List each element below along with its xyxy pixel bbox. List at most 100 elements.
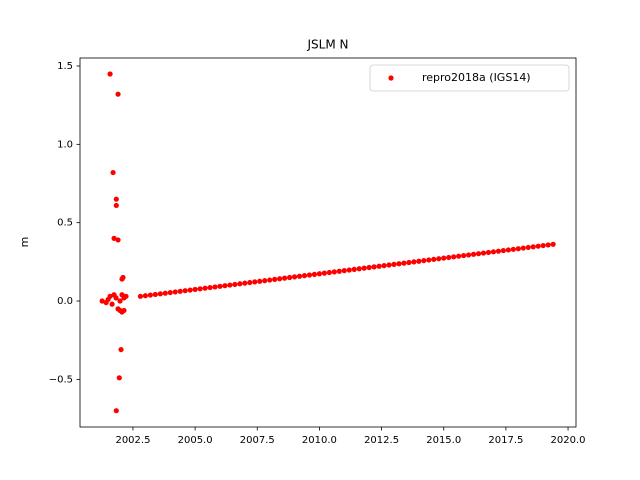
point xyxy=(172,289,178,295)
point xyxy=(118,346,124,353)
point xyxy=(540,242,546,249)
x-tick-label: 2012.5 xyxy=(364,435,399,446)
y-tick-label: 1.0 xyxy=(57,139,73,150)
point xyxy=(421,257,427,264)
point xyxy=(321,270,327,276)
point xyxy=(301,273,308,279)
point xyxy=(113,295,119,301)
point xyxy=(247,279,253,286)
point xyxy=(117,298,123,304)
point xyxy=(142,293,148,299)
point xyxy=(456,253,462,259)
point xyxy=(99,298,105,304)
point xyxy=(530,244,536,250)
x-tick-label: 2007.5 xyxy=(240,435,275,446)
y-tick-label: −0.5 xyxy=(49,374,73,385)
point xyxy=(286,274,293,281)
point xyxy=(120,274,126,281)
point xyxy=(550,241,556,247)
point xyxy=(232,281,238,288)
point xyxy=(197,286,203,292)
point xyxy=(291,274,298,280)
point xyxy=(436,256,442,262)
chart-title: JSLM N xyxy=(307,38,349,52)
point xyxy=(316,271,323,277)
point xyxy=(115,91,121,97)
point xyxy=(227,282,233,288)
point xyxy=(272,276,278,282)
point xyxy=(406,259,412,266)
point xyxy=(113,196,119,202)
point xyxy=(490,249,497,255)
point xyxy=(113,202,119,209)
point xyxy=(109,301,115,307)
point xyxy=(356,266,362,272)
point xyxy=(336,268,342,274)
point xyxy=(525,244,531,251)
point xyxy=(485,249,492,256)
legend-label: repro2018a (IGS14) xyxy=(422,71,531,84)
point xyxy=(107,293,113,299)
point xyxy=(110,169,116,176)
y-tick-label: 0.0 xyxy=(57,296,73,307)
point xyxy=(311,271,318,277)
point xyxy=(152,291,158,298)
y-axis-label: m xyxy=(18,237,31,248)
point xyxy=(346,267,352,273)
point xyxy=(267,277,273,283)
point xyxy=(192,286,198,293)
point xyxy=(371,264,377,270)
point xyxy=(116,375,122,381)
point xyxy=(351,266,357,272)
point xyxy=(441,255,447,261)
point xyxy=(242,280,248,286)
point xyxy=(202,285,208,291)
point xyxy=(411,259,417,265)
x-tick-label: 2010.0 xyxy=(302,435,337,446)
point xyxy=(461,252,467,259)
point xyxy=(277,276,283,282)
point xyxy=(505,247,511,253)
point xyxy=(426,257,432,263)
x-tick-label: 2005.0 xyxy=(178,435,213,446)
point xyxy=(257,278,263,284)
x-tick-label: 2002.5 xyxy=(115,435,150,446)
point xyxy=(510,246,516,252)
point xyxy=(115,237,121,243)
point xyxy=(341,268,347,274)
point xyxy=(396,261,402,267)
point xyxy=(182,288,188,294)
y-tick-label: 0.5 xyxy=(57,218,73,229)
point xyxy=(157,291,163,297)
point xyxy=(237,281,243,287)
point xyxy=(401,260,407,266)
point xyxy=(207,284,213,291)
point xyxy=(252,279,258,285)
point xyxy=(446,254,452,261)
point xyxy=(217,283,223,289)
point xyxy=(113,408,119,414)
point xyxy=(480,250,487,256)
point xyxy=(306,272,313,278)
point xyxy=(162,290,168,296)
point xyxy=(222,283,228,289)
point xyxy=(475,251,482,257)
point xyxy=(381,263,387,269)
point xyxy=(147,292,153,298)
point xyxy=(137,293,144,299)
point xyxy=(451,254,457,260)
point xyxy=(500,247,507,254)
point xyxy=(416,258,422,264)
point xyxy=(262,278,268,284)
legend-box xyxy=(369,64,570,92)
point xyxy=(331,269,337,275)
point xyxy=(465,252,472,258)
y-tick-label: 1.5 xyxy=(57,61,73,72)
point xyxy=(376,263,382,269)
point xyxy=(282,275,288,281)
point xyxy=(495,248,502,254)
point xyxy=(520,245,526,251)
point xyxy=(391,261,397,267)
point xyxy=(431,256,437,262)
